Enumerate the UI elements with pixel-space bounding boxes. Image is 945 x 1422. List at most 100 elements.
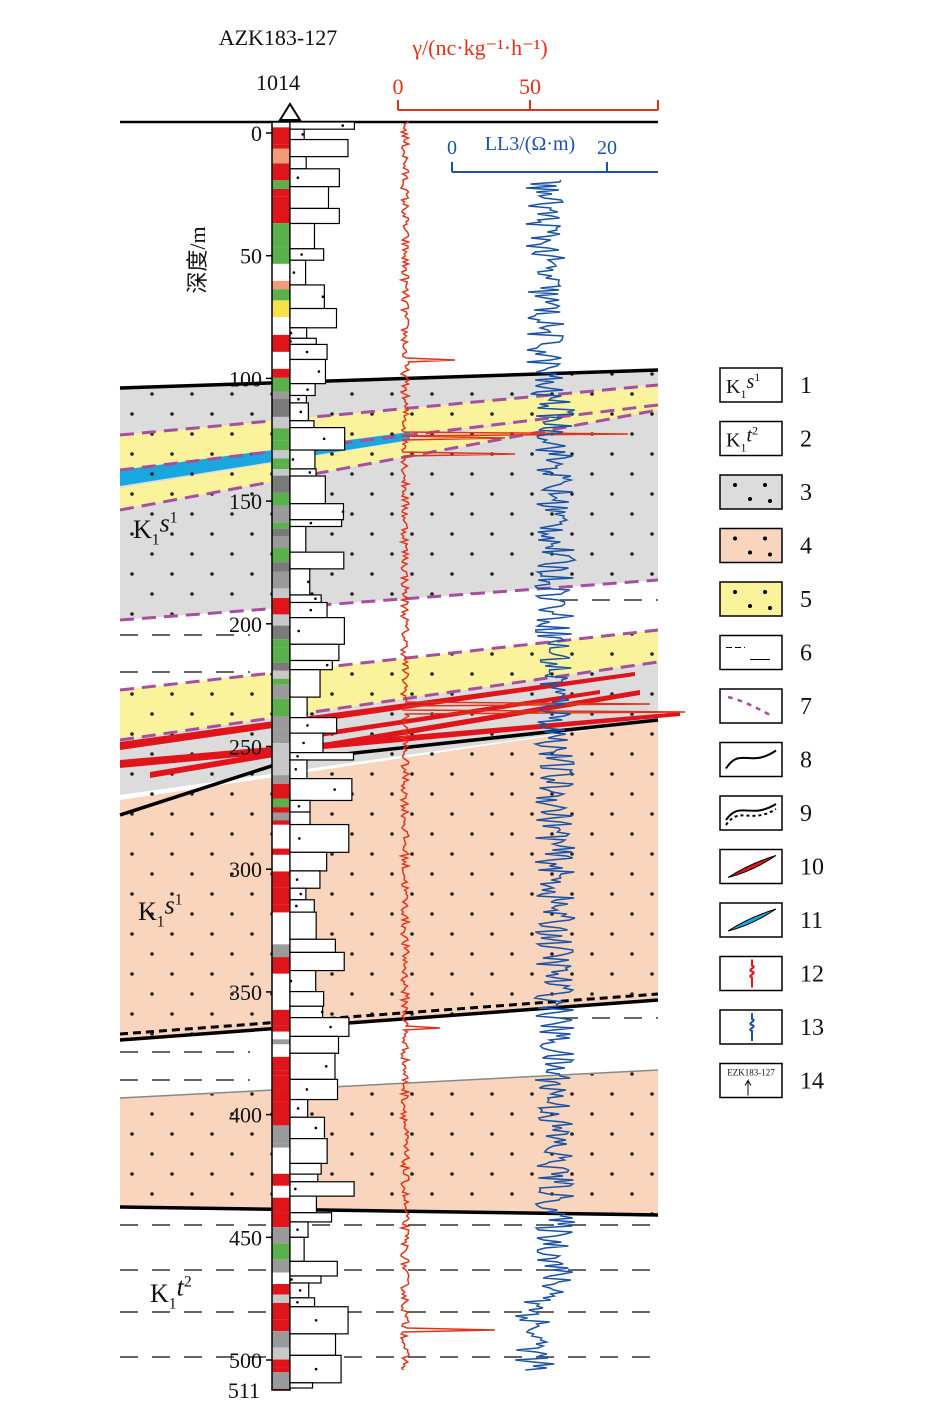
legend-symbol-part	[749, 1013, 755, 1041]
lith-dot	[295, 878, 299, 881]
lith-box	[289, 138, 349, 158]
legend-number: 4	[800, 534, 812, 560]
strip	[272, 839, 290, 849]
strip	[272, 1302, 290, 1320]
lith-dot	[298, 837, 301, 840]
depth-tick: 500	[229, 1348, 262, 1373]
lith-box	[289, 1035, 340, 1054]
gamma-axis-label: γ/(nc·kg⁻¹·h⁻¹)	[411, 35, 547, 60]
code-part: 1	[754, 370, 760, 384]
log-curves	[398, 121, 686, 1371]
code-part: K	[726, 376, 741, 398]
strip	[272, 428, 290, 441]
log-column	[271, 121, 356, 1391]
strip	[272, 247, 290, 264]
lith-dot	[305, 1088, 309, 1091]
strip	[272, 848, 290, 855]
lith-box	[289, 951, 345, 972]
legend-number: 3	[800, 480, 812, 506]
strip	[272, 678, 290, 685]
strip	[272, 440, 290, 451]
strip	[272, 571, 290, 589]
legend-symbol-part	[725, 803, 777, 821]
strip	[272, 1227, 290, 1244]
depth-tick: 50	[240, 244, 262, 269]
lith-box	[289, 1116, 326, 1140]
lith-dot	[314, 597, 317, 601]
strip	[272, 1185, 290, 1198]
lith-dot	[297, 629, 300, 633]
legend-dot	[748, 550, 752, 555]
code-part: K	[150, 1279, 169, 1308]
legend-box	[719, 741, 783, 778]
strip	[272, 1283, 290, 1295]
lith-box	[289, 717, 338, 734]
lith-dot	[314, 1319, 318, 1322]
strip	[272, 263, 290, 281]
resistivity-axis-label: LL3/(Ω·m)	[485, 133, 575, 155]
strip	[272, 775, 290, 784]
lith-box	[289, 1236, 305, 1262]
lith-dot	[322, 437, 326, 441]
strip	[272, 398, 290, 417]
strip	[272, 1272, 290, 1284]
strip	[272, 1259, 290, 1273]
depth-tick: 200	[229, 612, 262, 637]
lith-box	[289, 1138, 328, 1165]
legend-dot	[733, 536, 737, 541]
legend-symbol	[727, 695, 771, 717]
lith-box	[289, 426, 346, 451]
legend-box	[719, 367, 783, 403]
strip	[272, 1056, 290, 1063]
strip	[272, 334, 290, 352]
lith-box	[289, 327, 308, 339]
legend-box	[719, 527, 783, 564]
lith-box	[289, 1275, 322, 1284]
legend-symbol	[727, 908, 777, 932]
formation-code: K1s1	[726, 370, 760, 401]
legend-symbol	[727, 855, 777, 878]
strip	[272, 854, 290, 872]
gamma-axis	[397, 100, 659, 111]
code-part: 1	[740, 441, 746, 455]
legend-symbol	[725, 803, 777, 826]
lith-dot	[317, 370, 321, 373]
lith-dot	[314, 1126, 318, 1130]
strip	[272, 1070, 290, 1076]
lith-box	[289, 1221, 309, 1238]
lith-dot	[325, 663, 329, 667]
lith-dot	[290, 1278, 293, 1281]
strip	[272, 758, 290, 776]
formation-code: K1t2	[726, 424, 758, 455]
lith-box	[289, 696, 308, 719]
strip	[272, 703, 290, 716]
lith-dot	[300, 253, 303, 256]
strip	[272, 670, 290, 679]
strip	[272, 1075, 290, 1090]
strip	[272, 214, 290, 224]
legend-number: 5	[800, 587, 812, 613]
lith-box	[289, 222, 316, 250]
strip	[272, 144, 290, 149]
strip	[272, 1197, 290, 1213]
lith-dot	[297, 397, 300, 401]
lith-box	[289, 1306, 349, 1335]
strata	[119, 120, 680, 1358]
strip	[272, 464, 290, 470]
strip	[272, 944, 290, 958]
lith-box	[289, 887, 307, 901]
formation-code: K1t2	[150, 1273, 192, 1313]
strip	[272, 715, 290, 730]
strip	[272, 1212, 290, 1228]
strip	[272, 820, 290, 825]
strip	[272, 280, 290, 290]
lith-dot	[297, 804, 301, 808]
lith-box	[289, 938, 336, 953]
legend-box	[719, 1062, 783, 1099]
legend-dot	[763, 536, 767, 541]
legend-symbol	[725, 749, 777, 770]
lith-dot	[314, 1367, 318, 1371]
lith-box	[289, 778, 353, 802]
well-name: AZK183-127	[219, 25, 338, 50]
